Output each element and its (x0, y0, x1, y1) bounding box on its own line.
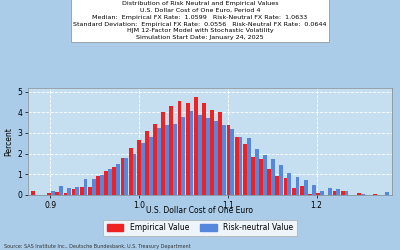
Bar (206, 118, 210, 195)
Bar (279, 164, 283, 195)
Bar (251, 157, 255, 195)
Bar (161, 112, 165, 195)
Bar (243, 144, 247, 195)
Bar (230, 129, 234, 195)
Bar (116, 164, 120, 195)
Bar (316, 193, 320, 195)
Bar (267, 170, 271, 195)
Bar (141, 143, 144, 195)
Bar (361, 194, 365, 195)
Bar (76, 187, 79, 195)
Text: Source: SAS Institute Inc., Deutsche Bundesbank, U.S. Treasury Department: Source: SAS Institute Inc., Deutsche Bun… (4, 244, 191, 249)
Bar (96, 176, 100, 195)
Bar (157, 128, 161, 195)
Bar (198, 115, 202, 195)
Bar (308, 194, 312, 195)
Bar (178, 102, 182, 195)
Bar (304, 180, 308, 195)
Bar (129, 148, 132, 195)
Bar (357, 193, 361, 195)
Text: Distribution of Risk Neutral and Empirical Values
U.S. Dollar Cost of One Euro, : Distribution of Risk Neutral and Empiric… (73, 1, 327, 40)
Bar (296, 177, 300, 195)
Bar (47, 193, 51, 195)
Bar (320, 191, 324, 195)
Bar (92, 179, 96, 195)
Bar (235, 137, 238, 195)
Bar (190, 111, 194, 195)
Bar (202, 103, 206, 195)
Bar (238, 137, 242, 195)
Bar (255, 149, 259, 195)
Bar (214, 121, 218, 195)
Bar (341, 190, 344, 195)
Bar (64, 193, 67, 195)
Bar (149, 137, 153, 195)
Bar (153, 124, 157, 195)
Legend: Empirical Value, Risk-neutral Value: Empirical Value, Risk-neutral Value (103, 220, 297, 236)
Bar (182, 117, 185, 195)
Bar (194, 97, 198, 195)
Bar (300, 186, 304, 195)
Bar (108, 169, 112, 195)
Bar (112, 167, 116, 195)
Bar (312, 185, 316, 195)
Bar (222, 125, 226, 195)
Bar (259, 159, 263, 195)
Bar (132, 154, 136, 195)
Bar (288, 174, 291, 195)
Bar (31, 191, 35, 195)
Bar (292, 188, 296, 195)
Bar (210, 110, 214, 195)
Bar (276, 176, 279, 195)
Bar (88, 186, 92, 195)
Text: U.S. Dollar Cost of One Euro: U.S. Dollar Cost of One Euro (146, 206, 254, 215)
Bar (51, 191, 55, 195)
Bar (165, 126, 169, 195)
Bar (100, 174, 104, 195)
Bar (328, 188, 332, 195)
Bar (373, 194, 377, 195)
Bar (173, 124, 177, 195)
Bar (72, 189, 76, 195)
Bar (218, 112, 222, 195)
Bar (55, 192, 59, 195)
Bar (344, 192, 348, 195)
Bar (284, 178, 288, 195)
Bar (332, 191, 336, 195)
Bar (226, 124, 230, 195)
Bar (124, 158, 128, 195)
Bar (67, 188, 71, 195)
Bar (145, 131, 149, 195)
Y-axis label: Percent: Percent (4, 127, 14, 156)
Bar (59, 186, 63, 195)
Bar (170, 106, 173, 195)
Bar (385, 192, 389, 195)
Bar (80, 186, 84, 195)
Bar (84, 179, 88, 195)
Bar (271, 159, 275, 195)
Bar (247, 138, 250, 195)
Bar (104, 172, 108, 195)
Bar (186, 103, 190, 195)
Bar (263, 155, 267, 195)
Bar (137, 140, 141, 195)
Bar (120, 158, 124, 195)
Bar (336, 189, 340, 195)
